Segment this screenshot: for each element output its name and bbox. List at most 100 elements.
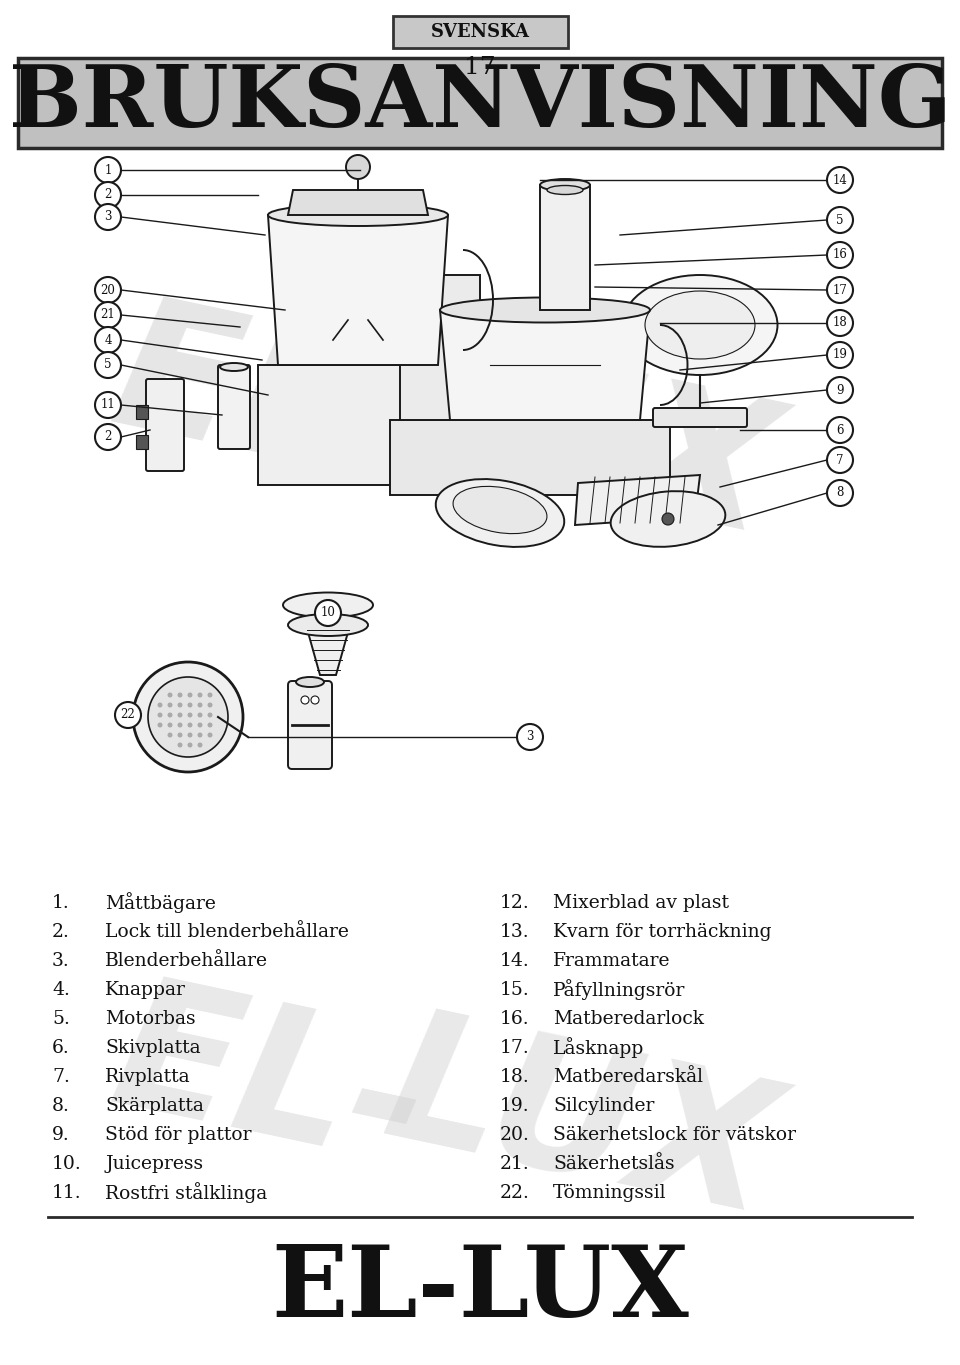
Circle shape — [827, 310, 853, 336]
Text: Skivplatta: Skivplatta — [105, 1039, 201, 1057]
FancyBboxPatch shape — [136, 435, 148, 449]
Text: 7.: 7. — [52, 1067, 70, 1087]
Circle shape — [207, 703, 212, 707]
Circle shape — [346, 156, 370, 179]
Polygon shape — [540, 186, 590, 310]
Circle shape — [167, 722, 173, 728]
Text: 21.: 21. — [500, 1155, 530, 1173]
Text: 21: 21 — [101, 308, 115, 322]
Ellipse shape — [611, 491, 726, 547]
Text: 3.: 3. — [52, 951, 70, 971]
Circle shape — [315, 601, 341, 627]
Text: Matberedarskål: Matberedarskål — [553, 1067, 703, 1087]
Circle shape — [198, 722, 203, 728]
Circle shape — [95, 328, 121, 354]
Circle shape — [827, 167, 853, 192]
Text: 5: 5 — [105, 359, 111, 371]
Text: Rostfri stålklinga: Rostfri stålklinga — [105, 1182, 267, 1204]
Circle shape — [167, 703, 173, 707]
Text: 14.: 14. — [500, 951, 530, 971]
Text: Knappar: Knappar — [105, 981, 186, 999]
Text: Silcylinder: Silcylinder — [553, 1097, 655, 1115]
Text: 12.: 12. — [500, 894, 530, 912]
Circle shape — [95, 302, 121, 328]
Circle shape — [167, 692, 173, 698]
Text: 17: 17 — [832, 284, 848, 296]
Text: 8: 8 — [836, 486, 844, 500]
Text: EL-LUX: EL-LUX — [271, 1242, 689, 1339]
Text: 10: 10 — [321, 606, 335, 620]
Ellipse shape — [547, 186, 583, 194]
Polygon shape — [390, 420, 670, 495]
Ellipse shape — [436, 479, 564, 547]
Circle shape — [827, 207, 853, 233]
FancyBboxPatch shape — [146, 379, 184, 471]
Circle shape — [207, 722, 212, 728]
Text: 11.: 11. — [52, 1183, 82, 1203]
Circle shape — [187, 722, 193, 728]
Circle shape — [178, 692, 182, 698]
Text: 6: 6 — [836, 423, 844, 437]
Text: 3: 3 — [526, 730, 534, 744]
Circle shape — [207, 692, 212, 698]
Circle shape — [95, 392, 121, 418]
Ellipse shape — [645, 291, 755, 359]
Circle shape — [95, 277, 121, 303]
Circle shape — [95, 182, 121, 207]
Text: 7: 7 — [836, 453, 844, 467]
Text: 19.: 19. — [500, 1097, 530, 1115]
Polygon shape — [400, 274, 480, 420]
Circle shape — [187, 713, 193, 718]
Text: 15.: 15. — [500, 981, 530, 999]
Circle shape — [311, 696, 319, 704]
Text: 22.: 22. — [500, 1183, 530, 1203]
Circle shape — [827, 446, 853, 474]
Ellipse shape — [288, 614, 368, 636]
Circle shape — [827, 377, 853, 403]
Circle shape — [198, 713, 203, 718]
Text: 4: 4 — [105, 333, 111, 347]
Text: 19: 19 — [832, 348, 848, 362]
Text: 11: 11 — [101, 399, 115, 411]
Circle shape — [95, 425, 121, 450]
Text: 1.: 1. — [52, 894, 70, 912]
Text: Frammatare: Frammatare — [553, 951, 670, 971]
Circle shape — [827, 416, 853, 444]
Circle shape — [207, 713, 212, 718]
Circle shape — [187, 733, 193, 737]
Ellipse shape — [296, 677, 324, 687]
Text: 3: 3 — [105, 210, 111, 224]
Text: 4.: 4. — [52, 981, 70, 999]
Text: Stöd för plattor: Stöd för plattor — [105, 1126, 252, 1144]
Circle shape — [178, 713, 182, 718]
Circle shape — [95, 352, 121, 378]
Text: 8.: 8. — [52, 1097, 70, 1115]
Ellipse shape — [283, 592, 373, 617]
Text: 9.: 9. — [52, 1126, 70, 1144]
Circle shape — [827, 480, 853, 506]
FancyBboxPatch shape — [393, 16, 567, 48]
Circle shape — [178, 733, 182, 737]
Text: Säkerhetslock för vätskor: Säkerhetslock för vätskor — [553, 1126, 796, 1144]
FancyBboxPatch shape — [18, 57, 942, 147]
Circle shape — [198, 733, 203, 737]
Circle shape — [187, 743, 193, 748]
FancyBboxPatch shape — [288, 681, 332, 768]
FancyBboxPatch shape — [136, 405, 148, 419]
Circle shape — [95, 157, 121, 183]
Text: 5: 5 — [836, 213, 844, 227]
Text: Motorbas: Motorbas — [105, 1010, 196, 1028]
Circle shape — [157, 722, 162, 728]
Text: 22: 22 — [121, 708, 135, 722]
Circle shape — [178, 703, 182, 707]
Ellipse shape — [540, 179, 590, 191]
Circle shape — [115, 702, 141, 728]
Text: 14: 14 — [832, 173, 848, 187]
Ellipse shape — [622, 274, 778, 375]
Text: LUX: LUX — [371, 318, 789, 572]
Circle shape — [517, 723, 543, 749]
Text: Blenderbehållare: Blenderbehållare — [105, 951, 268, 971]
Ellipse shape — [453, 486, 547, 534]
Text: 18: 18 — [832, 317, 848, 329]
Text: Kvarn för torrhäckning: Kvarn för torrhäckning — [553, 923, 772, 940]
